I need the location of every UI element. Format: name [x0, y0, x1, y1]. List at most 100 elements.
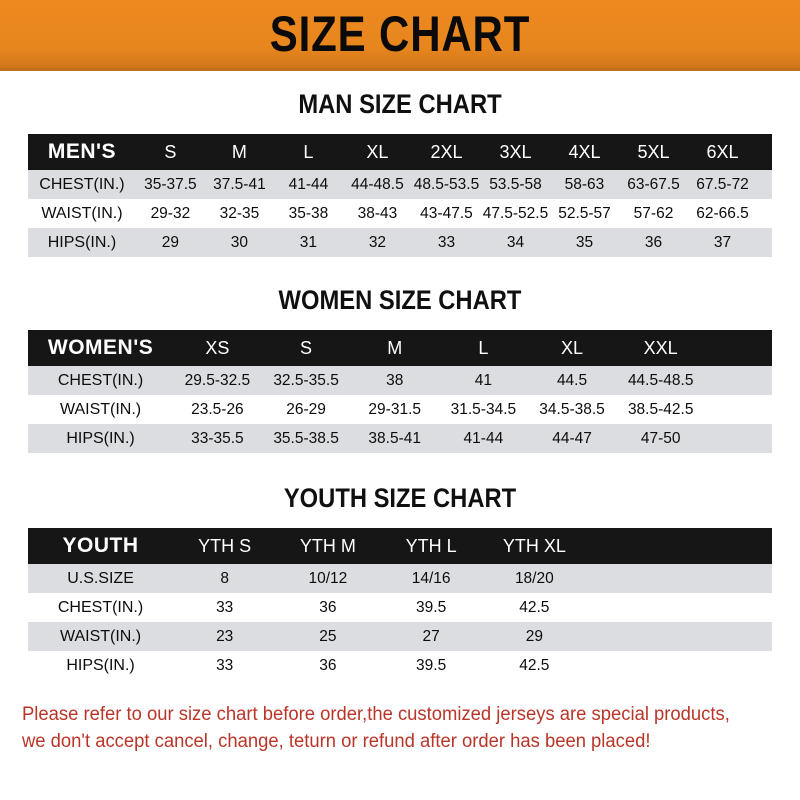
men-table-body: MEN'S S M L XL 2XL 3XL 4XL 5XL 6XL CHEST(IN.) 35-37… [28, 134, 772, 257]
table-cell: 29-32 [150, 204, 191, 222]
page-title: SIZE CHART [269, 6, 531, 62]
youth-header-row: YOUTH YTH S YTH M YTH L YTH XL [28, 528, 772, 564]
table-cell: 14/16 [411, 569, 451, 587]
youth-size-header-yth-xl: YTH XL [502, 535, 566, 556]
table-cell: 32 [368, 233, 387, 251]
men-section-title: MAN SIZE CHART [298, 89, 502, 119]
table-cell: 63-67.5 [627, 175, 680, 193]
youth-table-body: YOUTH YTH S YTH M YTH L YTH XL U.S.SIZE 8 10/12… [28, 528, 772, 680]
table-cell: 38-43 [357, 204, 398, 222]
table-cell: 18/20 [514, 569, 554, 587]
women-size-table: WOMEN'S XS S M L XL XXL CHEST(IN.) 29.5-32.5 32.5… [28, 330, 772, 453]
table-cell: 39.5 [416, 598, 447, 616]
table-cell: 38 [386, 371, 404, 389]
men-size-header-s: S [164, 141, 177, 162]
table-cell: 43-47.5 [420, 204, 473, 222]
table-cell: 57-62 [633, 204, 674, 222]
table-cell: 37 [713, 233, 732, 251]
table-cell: 33 [437, 233, 456, 251]
youth-row-label-header: YOUTH [62, 534, 139, 557]
youth-size-section: YOUTH SIZE CHART YOUTH YTH S YTH M YTH L YTH… [0, 483, 800, 680]
table-row: HIPS(IN.) 33 36 39.5 42.5 [28, 651, 772, 680]
youth-measure-label-waist-in: WAIST(IN.) [59, 627, 142, 645]
table-cell: 38.5-41 [368, 429, 421, 447]
table-cell: 53.5-58 [489, 175, 542, 193]
table-cell: 35-38 [288, 204, 329, 222]
table-cell: 33-35.5 [191, 429, 244, 447]
table-cell: 25 [319, 627, 337, 645]
table-cell-spacer [705, 395, 772, 424]
youth-size-header-yth-s: YTH S [198, 535, 252, 556]
order-policy-line-2: we don't accept cancel, change, teturn o… [22, 730, 651, 752]
women-size-header-xl: XL [561, 337, 584, 358]
youth-header-spacer [586, 528, 772, 564]
women-size-header-xs: XS [205, 337, 230, 358]
men-size-table: MEN'S S M L XL 2XL 3XL 4XL 5XL 6XL CHEST(IN.) 35-37… [28, 134, 772, 257]
women-header-row: WOMEN'S XS S M L XL XXL [28, 330, 772, 366]
men-measure-label-hips-in: HIPS(IN.) [47, 233, 117, 251]
table-cell: 29-31.5 [368, 400, 421, 418]
table-cell: 29 [161, 233, 180, 251]
youth-measure-label-u-s-size: U.S.SIZE [67, 569, 134, 587]
order-policy-line-1: Please refer to our size chart before or… [22, 704, 730, 725]
table-cell: 30 [230, 233, 249, 251]
women-table-body: WOMEN'S XS S M L XL XXL CHEST(IN.) 29.5-32.5 32.5… [28, 330, 772, 453]
men-size-header-2xl: 2XL [430, 141, 463, 162]
table-cell: 38.5-42.5 [627, 400, 694, 418]
youth-measure-label-hips-in: HIPS(IN.) [66, 656, 135, 674]
women-size-header-s: S [300, 337, 313, 358]
table-cell: 44-48.5 [351, 175, 404, 193]
men-header-spacer [757, 134, 772, 170]
women-size-section: WOMEN SIZE CHART WOMEN'S XS S M L XL XXL CHEST(… [0, 285, 800, 453]
table-row: CHEST(IN.) 35-37.5 37.5-41 41-44 44-48.5 48.5… [28, 170, 772, 199]
table-cell: 35-37.5 [144, 175, 197, 193]
men-size-header-m: M [231, 141, 247, 162]
table-cell: 47.5-52.5 [482, 204, 549, 222]
table-cell: 67.5-72 [696, 175, 749, 193]
order-policy-note: Please refer to our size chart before or… [22, 702, 763, 756]
youth-size-header-yth-l: YTH L [405, 535, 457, 556]
youth-section-title: YOUTH SIZE CHART [283, 483, 517, 513]
table-cell-spacer [757, 199, 772, 228]
table-cell-spacer [586, 651, 772, 680]
table-cell: 33 [216, 656, 234, 674]
men-size-header-6xl: 6XL [706, 141, 739, 162]
men-size-header-5xl: 5XL [637, 141, 670, 162]
table-cell: 41-44 [463, 429, 504, 447]
table-cell: 27 [422, 627, 440, 645]
table-cell: 34 [506, 233, 525, 251]
table-row: HIPS(IN.) 29 30 31 32 33 34 35 36 37 [28, 228, 772, 257]
women-size-header-xxl: XXL [643, 337, 678, 358]
table-cell: 29 [525, 627, 543, 645]
table-cell: 47-50 [640, 429, 681, 447]
table-cell: 44.5 [556, 371, 588, 389]
men-size-header-4xl: 4XL [568, 141, 601, 162]
table-cell: 62-66.5 [696, 204, 749, 222]
men-measure-label-chest-in: CHEST(IN.) [39, 175, 125, 193]
women-size-header-m: M [387, 337, 403, 358]
women-measure-label-chest-in: CHEST(IN.) [57, 371, 144, 389]
table-cell-spacer [757, 228, 772, 257]
table-row: WAIST(IN.) 29-32 32-35 35-38 38-43 43-47.5 47.… [28, 199, 772, 228]
women-measure-label-waist-in: WAIST(IN.) [59, 400, 142, 418]
men-size-header-xl: XL [366, 141, 389, 162]
women-header-spacer [705, 330, 772, 366]
men-size-section: MAN SIZE CHART MEN'S S M L XL 2XL 3XL 4XL 5XL 6XL… [0, 89, 800, 257]
table-row: CHEST(IN.) 29.5-32.5 32.5-35.5 38 41 44.5 44.5… [28, 366, 772, 395]
table-cell: 29.5-32.5 [184, 371, 251, 389]
table-cell: 31.5-34.5 [450, 400, 517, 418]
youth-size-table: YOUTH YTH S YTH M YTH L YTH XL U.S.SIZE 8 10/12… [28, 528, 772, 680]
men-row-label-header: MEN'S [47, 140, 117, 163]
table-row: U.S.SIZE 8 10/12 14/16 18/20 [28, 564, 772, 593]
youth-measure-label-chest-in: CHEST(IN.) [57, 598, 144, 616]
table-cell: 32-35 [219, 204, 260, 222]
table-cell-spacer [586, 564, 772, 593]
table-cell: 8 [220, 569, 229, 587]
table-cell: 52.5-57 [558, 204, 611, 222]
table-cell: 35 [575, 233, 594, 251]
table-cell: 41-44 [288, 175, 329, 193]
women-measure-label-hips-in: HIPS(IN.) [66, 429, 135, 447]
table-cell: 48.5-53.5 [413, 175, 480, 193]
table-row: WAIST(IN.) 23 25 27 29 [28, 622, 772, 651]
table-cell: 42.5 [519, 656, 550, 674]
